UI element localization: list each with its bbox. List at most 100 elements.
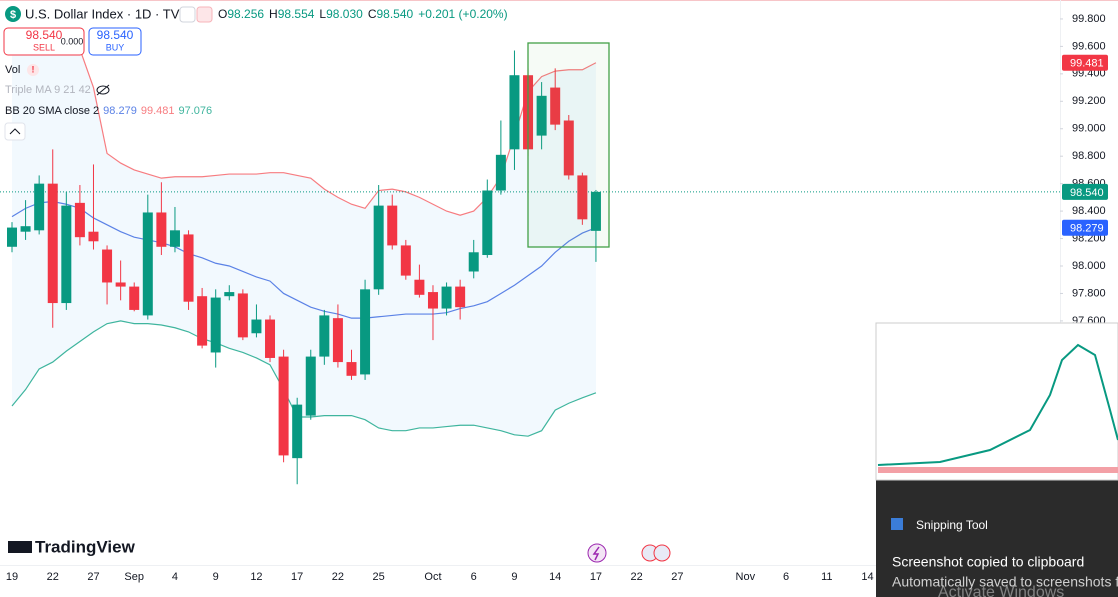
candle-body [482,190,493,256]
event-flag[interactable] [653,544,671,562]
bb-indicator[interactable]: BB 20 SMA close 2 98.279 99.481 97.076 [5,105,212,117]
candle-body [427,292,438,309]
candle-body [183,234,194,302]
collapse-button[interactable] [4,122,26,141]
x-tick-label: 6 [471,571,477,583]
candle-body [292,404,303,459]
x-tick-label: Sep [124,571,144,583]
notification-body: Automatically saved to screenshots f [892,574,1118,590]
watermark: Activate Windows [938,584,1064,597]
candle-body [468,252,479,272]
status-box [179,6,196,23]
y-tick-label: 99.200 [1072,95,1106,107]
candle-body [251,319,262,334]
candle-body [169,230,180,247]
candle-body [237,293,248,338]
candle-body [414,279,425,295]
collapse-arrow [9,128,21,135]
x-tick-label: Nov [736,571,756,583]
ohlc-key: C [368,7,377,21]
price-tag-label: 98.540 [1070,187,1104,199]
y-tick-label: 99.000 [1072,123,1106,135]
candle-body [102,249,113,283]
sell-label: SELL [33,42,55,52]
rectangle-drawing[interactable] [527,42,610,248]
ohlc-value: 98.554 [278,7,315,21]
tv-logo-text: TradingView [35,537,136,556]
sell-price: 98.540 [26,28,63,42]
candle-body [495,154,506,191]
notification: Snipping Tool Screenshot copied to clipb… [875,322,1118,597]
candle-body [197,296,208,346]
candle-body [142,212,153,316]
visibility-icon-slash [96,84,110,96]
notification-thumbnail [875,322,1118,481]
band-line [11,200,597,319]
candle-body [400,245,411,276]
x-tick-label: 22 [47,571,59,583]
x-tick-label: 12 [250,571,262,583]
ohlc-value: 98.540 [376,7,413,21]
price-tag [1062,183,1108,200]
y-tick-label: 99.600 [1072,40,1106,52]
x-tick-label: 11 [821,571,832,583]
y-tick-label: 99.400 [1072,68,1106,80]
symbol-logo-glyph: $ [10,9,16,21]
y-tick-label: 97.800 [1072,287,1106,299]
notification-app: Snipping Tool [916,518,988,532]
x-tick-label: 22 [631,571,643,583]
status-box [196,6,213,23]
symbol-title: U.S. Dollar Index · 1D · TVC [25,6,189,21]
app-icon [891,518,903,530]
candle-body [536,95,547,136]
x-tick-label: 17 [590,571,602,583]
symbol-logo [5,6,21,22]
candle-body [129,286,140,310]
ohlc-key: O [218,7,227,21]
warning-glyph: ! [32,64,35,74]
candle-body [577,175,588,220]
band-fill [12,29,596,437]
x-tick-label: 14 [549,571,561,583]
x-tick-label: 27 [87,571,99,583]
visibility-icon[interactable] [96,85,110,95]
price-tag-label: 99.481 [1070,58,1104,70]
candle-body [563,120,574,176]
candle-body [224,292,235,297]
x-tick-label: 14 [861,571,873,583]
bb-value: 97.076 [178,105,212,117]
buy-price: 98.540 [97,28,134,42]
x-tick-label: 9 [213,571,219,583]
y-tick-label: 98.400 [1072,205,1106,217]
buy-button[interactable] [88,27,142,56]
warning-icon [27,64,39,76]
candle-body [115,282,126,287]
sell-button[interactable] [3,27,85,56]
candle-body [7,227,17,247]
event-icon[interactable] [587,543,607,563]
ohlc-legend: O98.256 H98.554 L98.030 C98.540 +0.201 (+0.2… [218,7,508,21]
y-tick-label: 98.000 [1072,260,1106,272]
bb-value: 99.481 [141,105,175,117]
x-tick-label: 22 [332,571,344,583]
price-tag-label: 98.279 [1070,223,1104,235]
x-tick-label: 6 [783,571,789,583]
x-tick-label: Oct [424,571,441,583]
ohlc-change: +0.201 (+0.20%) [418,7,507,21]
band-line [11,320,597,437]
x-tick-label: 17 [291,571,303,583]
plot [0,29,1060,485]
vol-indicator[interactable]: Vol [5,64,20,76]
candle-body [373,205,384,290]
notification-title: Screenshot copied to clipboard [892,554,1084,570]
candle-body [210,297,221,353]
candle-body [156,212,167,247]
triple-ma-indicator[interactable]: Triple MA 9 21 42 [5,84,91,96]
candle-body [74,202,85,238]
candle-body [47,183,58,304]
candle-body [278,356,289,456]
candle-body [509,75,520,150]
x-tick-label: 27 [671,571,683,583]
candle-body [346,362,357,376]
